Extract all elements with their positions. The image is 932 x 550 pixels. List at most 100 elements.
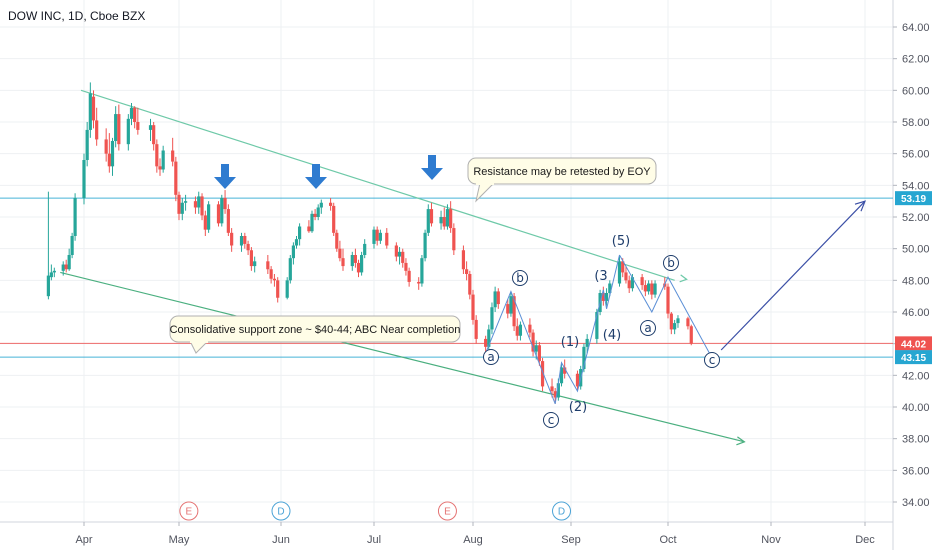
candle (338, 240, 342, 262)
price-tick-label: 62.00 (902, 54, 930, 66)
candle (313, 209, 317, 221)
wave-label: c (704, 352, 720, 368)
candle-body (203, 215, 207, 230)
candle (174, 156, 178, 202)
candle (506, 299, 510, 319)
candle-body (420, 258, 424, 284)
candle-body (640, 277, 644, 286)
wave-label-text: a (644, 321, 651, 335)
candle (627, 275, 631, 293)
candle (177, 191, 181, 221)
candle (73, 193, 77, 241)
candle (439, 210, 443, 230)
annotation-support: Consolidative support zone ~ $40-44; ABC… (169, 315, 461, 354)
price-tick: 56.00 (893, 149, 930, 161)
wave-label-text: a (487, 350, 494, 364)
candle-body (669, 313, 673, 330)
candle-body (223, 198, 227, 210)
candle-body (621, 261, 625, 273)
wave-labels-group: a b c (1) (2) (3 (4) (5) a b c (483, 234, 720, 428)
callout-text: Consolidative support zone ~ $40-44; ABC… (170, 324, 461, 336)
badge-text: D (277, 507, 284, 518)
price-axis: 64.00 62.00 60.00 58.00 56.00 54.00 52.00 50.00… (893, 22, 930, 509)
wave-label-text: c (709, 353, 716, 367)
price-tick-label: 50.00 (902, 244, 930, 256)
candle (496, 288, 500, 309)
candle-body (67, 255, 71, 270)
candle-body (484, 338, 488, 347)
candle-body (52, 270, 56, 273)
price-tag-label: 44.02 (901, 339, 926, 350)
candle-body (269, 269, 273, 279)
price-tag: 53.19 (895, 191, 932, 206)
candle (171, 137, 175, 167)
candle-body (329, 202, 333, 206)
projection-arrow-line (720, 200, 866, 351)
price-tick-label: 52.00 (902, 212, 930, 224)
candle-body (82, 160, 86, 198)
price-tick: 50.00 (893, 244, 930, 256)
candle (180, 198, 184, 221)
candle (133, 106, 137, 129)
candle (291, 242, 295, 265)
callout-joint (476, 182, 494, 185)
candle-body (126, 118, 130, 145)
candle-body (647, 283, 651, 292)
chart-title: DOW INC, 1D, Cboe BZX (8, 9, 146, 23)
time-tick: Apr (75, 522, 93, 546)
price-tick: 58.00 (893, 117, 930, 129)
candle-body (556, 383, 560, 398)
candle-body (509, 296, 513, 314)
candle-body (110, 141, 115, 167)
candle-body (88, 93, 92, 130)
candle-body (385, 232, 389, 246)
wave-label-text: b (516, 271, 524, 285)
wave-label-circle (483, 349, 499, 365)
price-tag: 44.02 (895, 336, 932, 351)
candle (88, 82, 92, 138)
price-tick: 34.00 (893, 497, 930, 509)
badge-text: E (444, 507, 451, 518)
callout-text: Resistance may be retested by EOY (473, 166, 651, 178)
badge-circle (437, 501, 457, 521)
candle-body (363, 243, 367, 255)
candle-body (490, 307, 494, 330)
candle-body (85, 129, 89, 160)
badge-circle (179, 501, 199, 521)
wave-label-text: (5) (612, 234, 630, 249)
candle (676, 315, 680, 328)
candle (445, 204, 450, 230)
candle (332, 202, 336, 236)
candle-body (46, 275, 50, 297)
candle-body (220, 198, 224, 224)
candle-body (64, 264, 68, 270)
price-tick: 60.00 (893, 85, 930, 97)
candle (246, 240, 250, 255)
candle-body (335, 232, 339, 249)
wave-label: (1) (561, 335, 579, 350)
candle-body (133, 107, 137, 122)
wave-label-text: b (667, 256, 675, 270)
candle-body (550, 386, 554, 392)
candle-body (471, 294, 475, 320)
candle-body (285, 280, 289, 298)
callout-box (169, 315, 461, 343)
candle (67, 248, 71, 271)
candle (407, 267, 411, 287)
candle (319, 199, 323, 214)
wave-abc-first-path (485, 290, 556, 405)
time-tick-label: Oct (659, 534, 676, 546)
candle-body (272, 278, 277, 281)
candle (468, 270, 472, 300)
badge-text: E (186, 507, 193, 518)
candle-body (197, 196, 201, 208)
candle (183, 194, 188, 211)
candle (136, 107, 140, 135)
candle-body (540, 361, 545, 387)
candle-body (518, 324, 523, 336)
wave-label: (3 (594, 269, 607, 284)
candle-body (563, 367, 567, 374)
candle-body (207, 204, 211, 230)
candle (95, 107, 99, 146)
